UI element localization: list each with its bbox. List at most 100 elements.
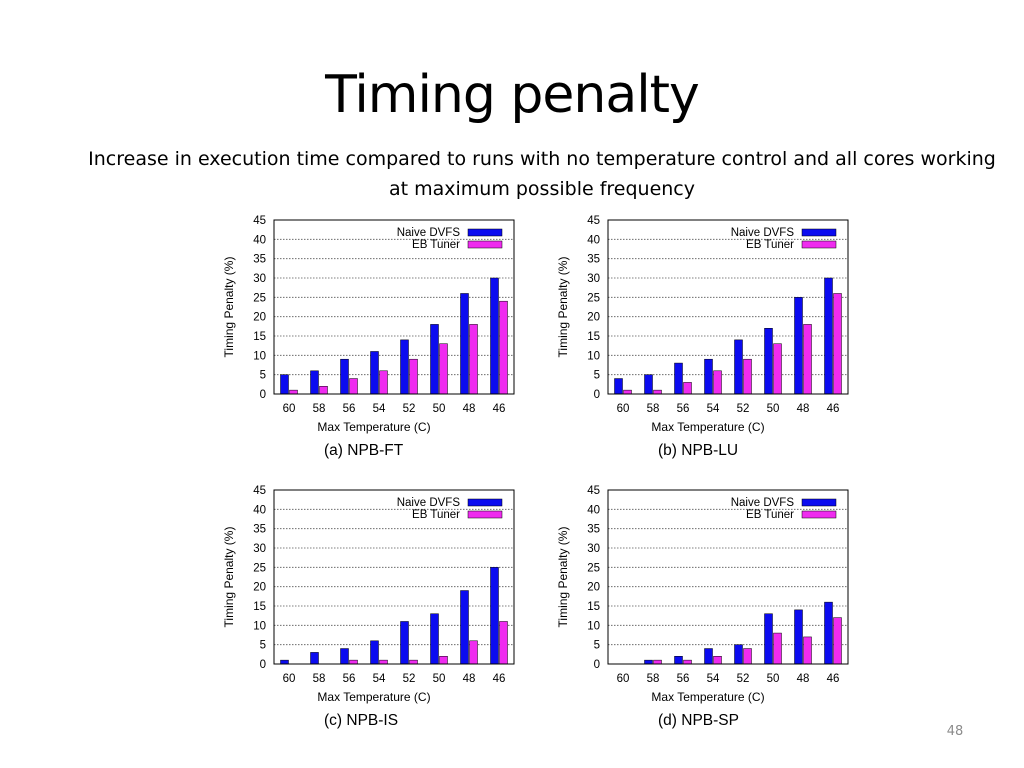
bar-naive-dvfs [400,621,409,665]
bar-eb-tuner [773,343,782,395]
y-tick-label: 10 [587,620,600,632]
bar-eb-tuner [379,659,388,665]
y-tick-label: 15 [253,331,266,343]
y-tick-label: 35 [253,254,266,266]
y-tick-label: 35 [587,524,600,536]
bar-eb-tuner [743,358,752,395]
bar-naive-dvfs [644,659,653,665]
plot-frame [607,219,849,395]
y-tick-label: 20 [253,582,266,594]
x-tick-label: 50 [767,403,780,415]
x-axis-label: Max Temperature (C) [651,690,764,704]
x-tick-label: 52 [403,403,416,415]
y-tick-label: 5 [260,370,266,382]
chart-svg: 0 5 10 15 20 25 30 35 40 45 60 58 56 54 52 50 48 46 Naive … [222,215,515,459]
bar-eb-tuner [469,640,478,665]
bar-naive-dvfs [490,567,499,665]
bar-naive-dvfs [614,378,623,395]
bar-naive-dvfs [674,362,683,395]
y-tick-label: 0 [594,659,600,671]
x-tick-label: 54 [707,673,720,685]
x-tick-label: 46 [493,403,506,415]
bar-naive-dvfs [824,601,833,665]
y-tick-label: 45 [253,485,266,497]
y-tick-label: 15 [253,601,266,613]
legend-label: EB Tuner [412,509,460,521]
x-tick-label: 56 [343,403,356,415]
bar-eb-tuner [409,358,418,395]
bar-naive-dvfs [674,656,683,665]
y-tick-label: 15 [587,331,600,343]
y-tick-label: 20 [253,312,266,324]
bar-eb-tuner [289,389,298,395]
bar-naive-dvfs [340,358,349,395]
x-tick-label: 52 [403,673,416,685]
x-tick-label: 58 [647,403,660,415]
x-axis-label: Max Temperature (C) [651,420,764,434]
legend-label: Naive DVFS [397,497,461,509]
bar-naive-dvfs [400,339,409,395]
bar-naive-dvfs [460,293,469,395]
bar-naive-dvfs [734,644,743,665]
legend-label: Naive DVFS [731,227,795,239]
chart-caption: (d) NPB-SP [658,712,739,729]
bar-naive-dvfs [310,370,319,395]
legend-label: EB Tuner [412,239,460,251]
x-tick-label: 46 [493,673,506,685]
bar-eb-tuner [803,324,812,395]
x-tick-label: 56 [343,673,356,685]
bar-naive-dvfs [460,590,469,665]
y-tick-label: 20 [587,312,600,324]
bar-eb-tuner [713,656,722,665]
y-tick-label: 40 [253,234,266,246]
chart-npb-lu: 0 5 10 15 20 25 30 35 40 45 60 58 56 54 52 50 48 46 Naive … [550,210,870,460]
bar-eb-tuner [623,389,632,395]
bar-eb-tuner [653,389,662,395]
chart-caption: (c) NPB-IS [324,712,398,729]
bar-naive-dvfs [794,297,803,395]
y-tick-label: 30 [587,273,600,285]
bar-naive-dvfs [644,374,653,395]
y-tick-label: 5 [594,640,600,652]
chart-caption: (b) NPB-LU [658,442,738,459]
legend-label: Naive DVFS [397,227,461,239]
legend-swatch [467,498,503,507]
x-tick-label: 60 [617,673,630,685]
x-tick-label: 50 [767,673,780,685]
legend-swatch [467,510,503,519]
bar-naive-dvfs [764,613,773,665]
bar-eb-tuner [683,382,692,395]
chart-svg: 0 5 10 15 20 25 30 35 40 45 60 58 56 54 52 50 48 46 Naive … [222,485,515,729]
legend-swatch [467,240,503,249]
y-tick-label: 45 [253,215,266,227]
bar-naive-dvfs [430,613,439,665]
bar-naive-dvfs [340,648,349,665]
x-tick-label: 54 [707,403,720,415]
legend-swatch [801,498,837,507]
x-tick-label: 56 [677,403,690,415]
x-tick-label: 60 [283,403,296,415]
legend-label: Naive DVFS [731,497,795,509]
legend-swatch [801,510,837,519]
chart-npb-ft: 0 5 10 15 20 25 30 35 40 45 60 58 56 54 52 50 48 46 Naive … [216,210,536,460]
y-tick-label: 45 [587,485,600,497]
x-tick-label: 46 [827,403,840,415]
y-tick-label: 35 [253,524,266,536]
y-axis-label: Timing Penalty (%) [556,527,570,628]
legend-swatch [467,228,503,237]
bar-naive-dvfs [310,652,319,665]
x-tick-label: 50 [433,673,446,685]
bar-naive-dvfs [824,277,833,395]
chart-svg: 0 5 10 15 20 25 30 35 40 45 60 58 56 54 52 50 48 46 Naive … [556,485,849,729]
bar-naive-dvfs [370,351,379,395]
legend-swatch [801,240,837,249]
page-number: 48 [946,724,964,739]
plot-frame [607,489,849,665]
bar-eb-tuner [319,386,328,395]
y-axis-label: Timing Penalty (%) [556,257,570,358]
x-tick-label: 60 [617,403,630,415]
bar-eb-tuner [379,370,388,395]
y-tick-label: 25 [587,292,600,304]
y-tick-label: 30 [253,273,266,285]
slide-title: Timing penalty [325,65,700,125]
